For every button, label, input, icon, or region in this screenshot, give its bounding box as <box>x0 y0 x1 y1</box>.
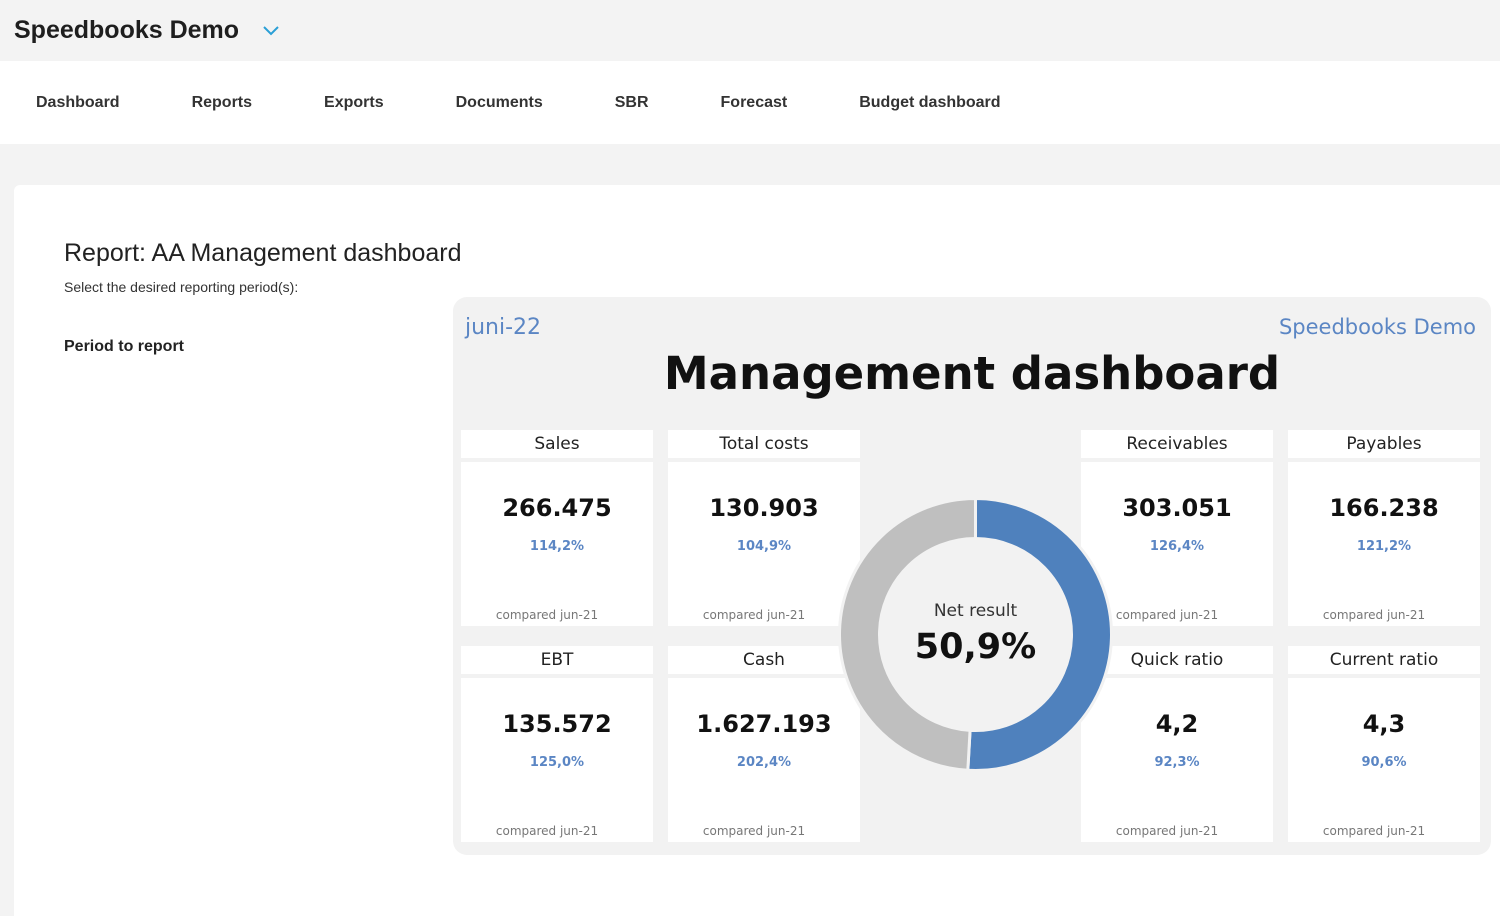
kpi-body: 1.627.193 202,4% compared jun-21 <box>668 678 860 842</box>
donut-slice-net-result <box>966 496 1113 772</box>
main-nav: Dashboard Reports Exports Documents SBR … <box>0 61 1500 144</box>
page-title: Report: AA Management dashboard <box>64 239 462 267</box>
kpi-compared: compared jun-21 <box>495 608 599 622</box>
period-label: Period to report <box>64 338 185 355</box>
kpi-body: 4,3 90,6% compared jun-21 <box>1288 678 1480 842</box>
company-name: Speedbooks Demo <box>14 16 240 44</box>
kpi-body: 166.238 121,2% compared jun-21 <box>1288 462 1480 626</box>
net-result-value: 50,9% <box>914 627 1037 667</box>
dashboard-period: juni-22 <box>465 315 542 340</box>
kpi-label: Current ratio <box>1288 646 1480 674</box>
kpi-percentage: 121,2% <box>1356 539 1412 554</box>
report-subtitle: Select the desired reporting period(s): <box>64 279 299 295</box>
nav-budget-dashboard[interactable]: Budget dashboard <box>859 93 1001 111</box>
kpi-body: 303.051 126,4% compared jun-21 <box>1081 462 1273 626</box>
kpi-value: 4,3 <box>1362 710 1406 738</box>
kpi-percentage: 126,4% <box>1149 539 1205 554</box>
kpi-label: Quick ratio <box>1081 646 1273 674</box>
kpi-compared: compared jun-21 <box>495 824 599 838</box>
net-result-label: Net result <box>933 601 1018 621</box>
kpi-compared: compared jun-21 <box>1115 824 1219 838</box>
kpi-percentage: 92,3% <box>1154 755 1200 770</box>
kpi-card-ebt: EBT 135.572 125,0% compared jun-21 <box>461 646 653 842</box>
kpi-value: 130.903 <box>709 494 819 522</box>
kpi-label: Receivables <box>1081 430 1273 458</box>
kpi-card-cash: Cash 1.627.193 202,4% compared jun-21 <box>668 646 860 842</box>
kpi-compared: compared jun-21 <box>1115 608 1219 622</box>
nav-documents[interactable]: Documents <box>455 93 543 111</box>
kpi-compared: compared jun-21 <box>1322 608 1426 622</box>
kpi-body: 135.572 125,0% compared jun-21 <box>461 678 653 842</box>
kpi-card-total-costs: Total costs 130.903 104,9% compared jun-… <box>668 430 860 626</box>
nav-reports[interactable]: Reports <box>191 93 253 111</box>
kpi-label: Total costs <box>668 430 860 458</box>
nav-exports[interactable]: Exports <box>324 93 384 111</box>
kpi-card-current-ratio: Current ratio 4,3 90,6% compared jun-21 <box>1288 646 1480 842</box>
net-result-donut-chart <box>838 496 1113 772</box>
donut-slice-remainder <box>838 496 977 772</box>
nav-sbr[interactable]: SBR <box>614 93 649 111</box>
kpi-compared: compared jun-21 <box>702 608 806 622</box>
kpi-card-quick-ratio: Quick ratio 4,2 92,3% compared jun-21 <box>1081 646 1273 842</box>
management-dashboard: juni-22 Speedbooks Demo Management dashb… <box>453 297 1491 855</box>
kpi-label: Cash <box>668 646 860 674</box>
chevron-down-icon[interactable] <box>261 21 281 41</box>
kpi-label: Payables <box>1288 430 1480 458</box>
kpi-value: 266.475 <box>502 494 612 522</box>
kpi-percentage: 90,6% <box>1361 755 1407 770</box>
kpi-compared: compared jun-21 <box>1322 824 1426 838</box>
kpi-percentage: 125,0% <box>529 755 585 770</box>
dashboard-title: Management dashboard <box>663 347 1281 400</box>
kpi-body: 266.475 114,2% compared jun-21 <box>461 462 653 626</box>
kpi-value: 1.627.193 <box>696 710 832 738</box>
kpi-body: 130.903 104,9% compared jun-21 <box>668 462 860 626</box>
kpi-label: EBT <box>461 646 653 674</box>
net-result-donut: Net result 50,9% <box>838 496 1113 772</box>
kpi-value: 4,2 <box>1155 710 1199 738</box>
kpi-compared: compared jun-21 <box>702 824 806 838</box>
dashboard-company: Speedbooks Demo <box>1278 315 1476 339</box>
kpi-value: 166.238 <box>1329 494 1439 522</box>
kpi-value: 135.572 <box>502 710 612 738</box>
nav-forecast[interactable]: Forecast <box>720 93 788 111</box>
kpi-percentage: 114,2% <box>529 539 585 554</box>
kpi-percentage: 202,4% <box>736 755 792 770</box>
kpi-percentage: 104,9% <box>736 539 792 554</box>
nav-dashboard[interactable]: Dashboard <box>36 93 120 111</box>
kpi-card-payables: Payables 166.238 121,2% compared jun-21 <box>1288 430 1480 626</box>
kpi-body: 4,2 92,3% compared jun-21 <box>1081 678 1273 842</box>
kpi-card-receivables: Receivables 303.051 126,4% compared jun-… <box>1081 430 1273 626</box>
top-bar: Speedbooks Demo <box>0 0 1500 61</box>
kpi-value: 303.051 <box>1122 494 1232 522</box>
kpi-label: Sales <box>461 430 653 458</box>
kpi-card-sales: Sales 266.475 114,2% compared jun-21 <box>461 430 653 626</box>
